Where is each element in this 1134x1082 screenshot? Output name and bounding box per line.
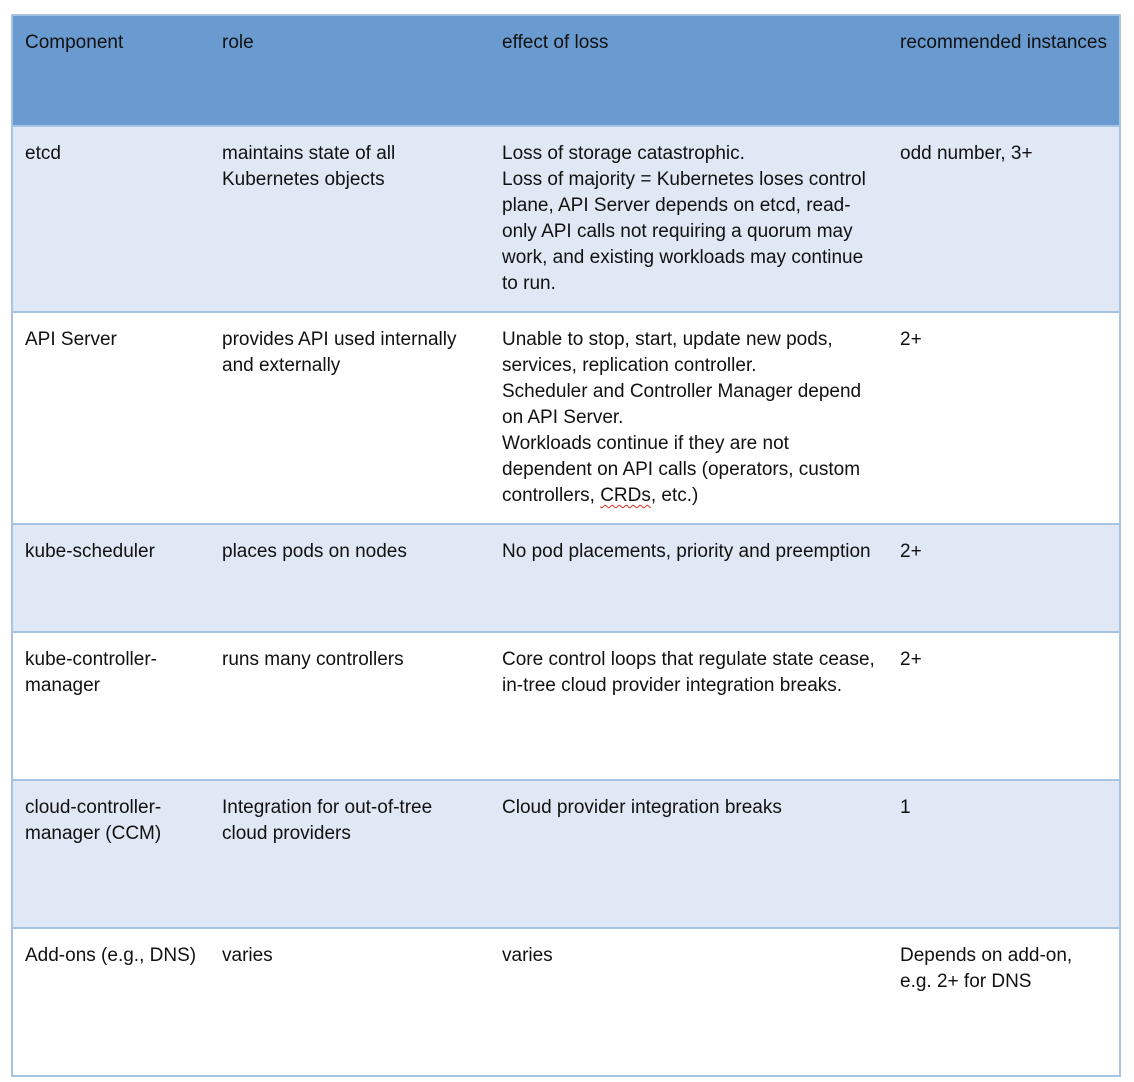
- effect-cell: No pod placements, priority and preempti…: [490, 523, 888, 632]
- effect-cell: Cloud provider integration breaks: [490, 779, 888, 928]
- effect-cell: varies: [490, 927, 888, 1076]
- spellcheck-underline: CRDs: [600, 485, 651, 506]
- component-cell: cloud-controller-manager (CCM): [12, 779, 210, 928]
- header-recommended-instances: recommended instances: [888, 15, 1120, 126]
- role-cell: varies: [210, 927, 490, 1076]
- component-cell: Add-ons (e.g., DNS): [12, 927, 210, 1076]
- role-cell: Integration for out-of-tree cloud provid…: [210, 779, 490, 928]
- table-row: etcd maintains state of all Kubernetes o…: [12, 125, 1120, 312]
- effect-line: Workloads continue if they are not depen…: [502, 433, 861, 506]
- table-row: cloud-controller-manager (CCM) Integrati…: [12, 779, 1120, 928]
- instances-cell: 2+: [888, 311, 1120, 524]
- table-row: kube-controller-manager runs many contro…: [12, 631, 1120, 780]
- header-effect-of-loss: effect of loss: [490, 15, 888, 126]
- component-cell: kube-controller-manager: [12, 631, 210, 780]
- table-row: Add-ons (e.g., DNS) varies varies Depend…: [12, 927, 1120, 1076]
- instances-cell: 2+: [888, 631, 1120, 780]
- effect-cell: Core control loops that regulate state c…: [490, 631, 888, 780]
- role-cell: maintains state of all Kubernetes object…: [210, 125, 490, 312]
- effect-cell: Loss of storage catastrophic. Loss of maj…: [490, 125, 888, 312]
- instances-cell: odd number, 3+: [888, 125, 1120, 312]
- instances-cell: Depends on add-on, e.g. 2+ for DNS: [888, 927, 1120, 1076]
- component-cell: etcd: [12, 125, 210, 312]
- effect-cell: Unable to stop, start, update new pods, …: [490, 311, 888, 524]
- effect-line: Unable to stop, start, update new pods, …: [502, 329, 833, 376]
- header-role: role: [210, 15, 490, 126]
- instances-cell: 1: [888, 779, 1120, 928]
- effect-line: Loss of storage catastrophic.: [502, 143, 745, 164]
- table-row: kube-scheduler places pods on nodes No p…: [12, 523, 1120, 632]
- component-cell: API Server: [12, 311, 210, 524]
- header-component: Component: [12, 15, 210, 126]
- table-row: API Server provides API used internally …: [12, 311, 1120, 524]
- instances-cell: 2+: [888, 523, 1120, 632]
- kubernetes-components-table: Component role effect of loss recommende…: [11, 14, 1121, 1077]
- role-cell: places pods on nodes: [210, 523, 490, 632]
- component-cell: kube-scheduler: [12, 523, 210, 632]
- role-cell: provides API used internally and externa…: [210, 311, 490, 524]
- role-cell: runs many controllers: [210, 631, 490, 780]
- header-row: Component role effect of loss recommende…: [12, 15, 1120, 126]
- effect-line: Loss of majority = Kubernetes loses cont…: [502, 169, 866, 294]
- effect-line: Scheduler and Controller Manager depend …: [502, 381, 862, 428]
